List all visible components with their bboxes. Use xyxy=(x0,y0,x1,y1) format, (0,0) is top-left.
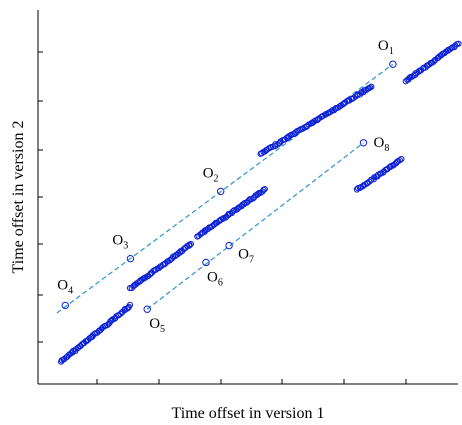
outlier-label: O8 xyxy=(374,135,390,154)
data-point xyxy=(452,42,459,49)
outlier-point xyxy=(143,305,151,313)
outlier-point xyxy=(217,187,225,196)
outlier-labels: O1 O2 O3 O4 O5 O6 O7 O8 xyxy=(57,38,393,335)
data-point xyxy=(261,186,268,193)
outlier-point xyxy=(225,241,233,250)
x-axis-ticks xyxy=(96,379,407,384)
data-point xyxy=(281,136,289,143)
data-point xyxy=(396,157,403,164)
data-point xyxy=(398,155,405,163)
data-point xyxy=(235,204,242,212)
outlier-label: O6 xyxy=(207,269,223,288)
segment-2 xyxy=(126,240,195,292)
data-point xyxy=(408,73,416,80)
reference-line xyxy=(146,142,364,310)
chart-axes xyxy=(37,10,458,385)
outlier-label: O7 xyxy=(238,247,254,266)
data-point xyxy=(182,244,189,251)
x-axis-title: Time offset in version 1 xyxy=(172,405,325,422)
segment-5 xyxy=(402,40,462,85)
outlier-point xyxy=(389,60,397,68)
segment-4 xyxy=(257,83,375,157)
outlier-point xyxy=(202,258,210,267)
outlier-point xyxy=(61,301,70,310)
data-point xyxy=(126,301,134,308)
outlier-label: O5 xyxy=(149,316,165,335)
outlier-markers xyxy=(61,60,397,313)
segment-6 xyxy=(353,155,405,193)
data-point xyxy=(455,40,462,47)
outlier-point xyxy=(126,255,135,263)
data-point xyxy=(314,117,321,124)
data-point xyxy=(260,186,267,193)
data-point xyxy=(327,108,334,115)
y-axis-ticks xyxy=(38,51,43,343)
data-point xyxy=(234,205,241,213)
data-point xyxy=(448,45,455,52)
data-point xyxy=(123,305,131,312)
outlier-label: O1 xyxy=(378,38,394,57)
outlier-label: O4 xyxy=(57,277,73,296)
data-point xyxy=(387,163,394,171)
data-point xyxy=(126,284,133,292)
segment-3 xyxy=(194,186,268,240)
segment-1 xyxy=(57,301,134,365)
outlier-point xyxy=(359,139,368,147)
data-point xyxy=(430,58,437,65)
data-point xyxy=(187,240,195,248)
outlier-label: O2 xyxy=(203,165,219,184)
outlier-label: O3 xyxy=(112,233,128,252)
data-points xyxy=(57,40,462,365)
y-axis-title: Time offset in version 2 xyxy=(10,121,27,274)
data-point xyxy=(368,83,375,90)
